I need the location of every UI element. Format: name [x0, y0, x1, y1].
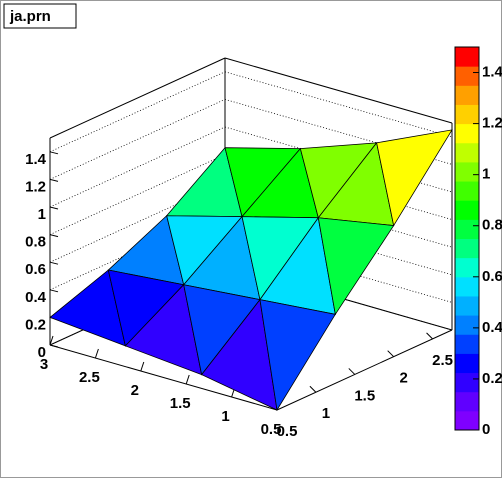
- z-tick-label: 1.2: [25, 178, 46, 195]
- grid-line: [224, 99, 453, 165]
- x-tick-label: 1: [221, 408, 229, 425]
- palette-swatch: [455, 161, 479, 182]
- palette-swatch: [455, 85, 479, 105]
- palette-swatch: [455, 334, 479, 354]
- z-tick: [49, 261, 59, 265]
- y-tick: [426, 332, 433, 340]
- z-tick-label: 0.4: [25, 289, 47, 306]
- x-tick: [140, 361, 145, 372]
- palette-tick-label: 0.6: [482, 268, 502, 285]
- grid-line: [49, 99, 226, 180]
- z-tick-label: 0.6: [25, 261, 46, 278]
- chart-title: ja.prn: [9, 8, 51, 25]
- grid-line: [224, 71, 453, 138]
- palette-swatch: [455, 372, 479, 393]
- box-edge: [49, 57, 226, 139]
- palette-tick-label: 0.4: [482, 319, 502, 336]
- y-tick-label: 0.5: [277, 423, 298, 440]
- palette-swatch: [455, 219, 479, 239]
- palette-swatch: [455, 353, 479, 374]
- palette-swatch: [455, 315, 479, 335]
- z-tick-label: 0.2: [25, 316, 46, 333]
- grid-line: [224, 126, 453, 193]
- palette-swatch: [455, 181, 479, 201]
- palette-swatch: [455, 257, 479, 278]
- x-tick-label: 0.5: [261, 421, 282, 438]
- palette-tick-label: 1.4: [482, 64, 502, 81]
- x-tick: [49, 335, 54, 346]
- x-axis: [49, 344, 278, 411]
- z-tick: [49, 234, 59, 238]
- grid-line: [49, 71, 226, 153]
- x-tick: [94, 348, 99, 359]
- palette-tick-label: 0: [482, 421, 490, 438]
- z-tick: [49, 289, 59, 293]
- x-tick: [185, 374, 190, 385]
- palette-swatch: [455, 238, 479, 259]
- palette-swatch: [455, 104, 479, 125]
- y-tick-label: 1.5: [354, 387, 375, 404]
- palette-swatch: [455, 200, 479, 220]
- palette-tick-label: 1.2: [482, 115, 502, 132]
- grid-line: [49, 126, 226, 208]
- z-tick-label: 1: [38, 206, 46, 223]
- palette-tick-label: 1: [482, 166, 490, 183]
- y-tick-label: 1: [322, 405, 330, 422]
- palette-frame: [454, 46, 480, 431]
- y-tick-label: 2.5: [432, 352, 453, 369]
- surface-cell: [317, 217, 395, 316]
- palette-tick-label: 0.2: [482, 370, 502, 387]
- palette-tick-label: 0.8: [482, 217, 502, 234]
- surface-cell: [259, 299, 336, 412]
- z-tick-label: 0.8: [25, 234, 46, 251]
- box-edge: [224, 57, 453, 124]
- y-tick: [348, 368, 356, 375]
- palette-swatch: [455, 391, 479, 412]
- palette-swatch: [455, 123, 479, 144]
- x-tick-label: 3: [40, 356, 48, 373]
- y-tick-label: 2: [399, 370, 407, 387]
- grid-line: [49, 154, 226, 235]
- y-axis: [276, 329, 453, 411]
- y-tick: [309, 385, 317, 393]
- palette-swatch: [455, 47, 479, 67]
- palette-swatch: [455, 276, 479, 297]
- surface-cell: [376, 129, 453, 227]
- y-tick: [387, 350, 395, 358]
- palette-swatch: [455, 66, 479, 86]
- x-tick-label: 1.5: [170, 395, 191, 412]
- z-tick: [49, 178, 59, 182]
- palette-swatch: [455, 295, 479, 316]
- z-tick: [49, 206, 59, 210]
- palette-swatch: [455, 410, 479, 431]
- z-tick-label: 0: [38, 344, 46, 361]
- z-tick: [49, 344, 59, 348]
- title-box: [3, 3, 77, 29]
- grid-line: [49, 181, 226, 263]
- z-tick-label: 1.4: [25, 151, 47, 168]
- z-tick: [49, 151, 59, 155]
- palette-swatch: [455, 142, 479, 163]
- x-tick-label: 2: [131, 382, 139, 399]
- x-tick-label: 2.5: [79, 369, 100, 386]
